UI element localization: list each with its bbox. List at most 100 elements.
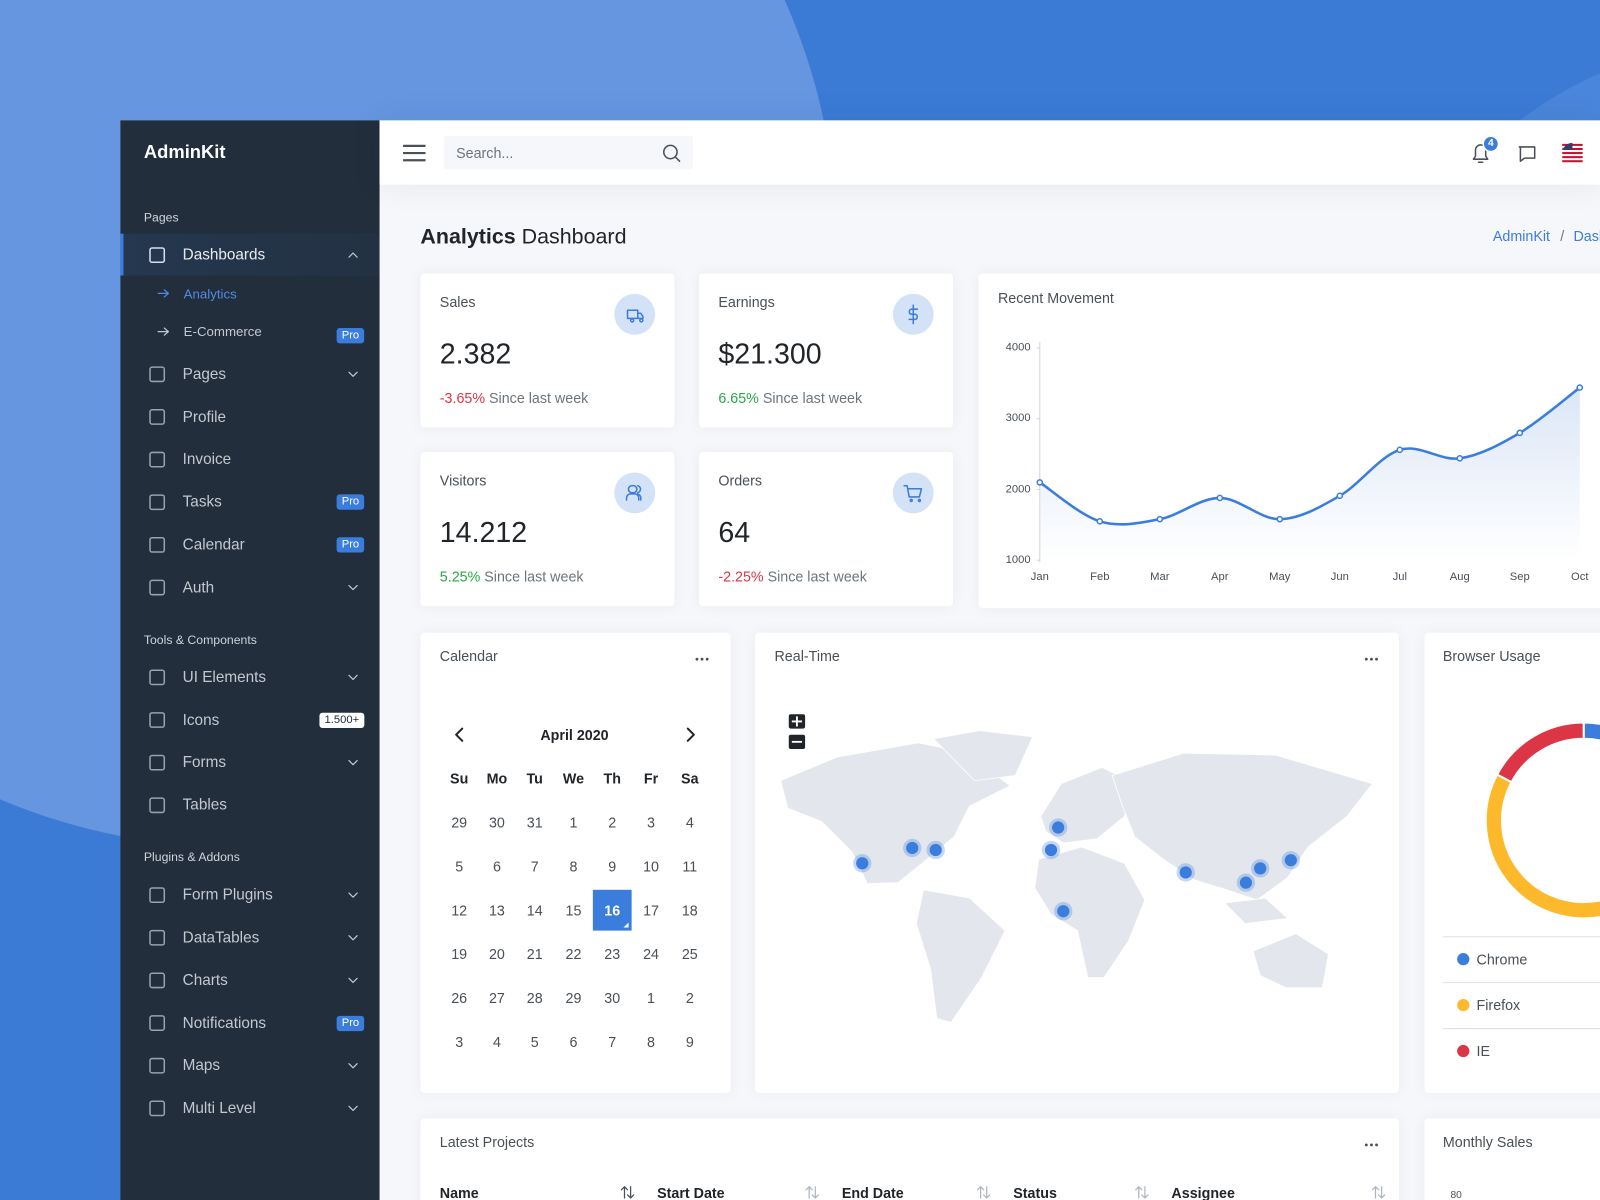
menu-toggle[interactable] (403, 144, 426, 162)
more-menu[interactable] (1364, 657, 1378, 661)
calendar-day[interactable]: 19 (451, 945, 468, 963)
menu-item[interactable]: UI Elements (182, 668, 267, 687)
map-marker[interactable] (1052, 821, 1065, 834)
point[interactable] (1576, 384, 1584, 391)
calendar-day[interactable]: 11 (682, 858, 698, 875)
calendar-day[interactable]: 17 (643, 902, 659, 919)
calendar-day[interactable]: 30 (604, 989, 621, 1007)
calendar-day[interactable]: 4 (492, 1033, 501, 1050)
point[interactable] (1456, 455, 1464, 462)
point[interactable] (1036, 479, 1044, 486)
brand[interactable]: AdminKit (143, 141, 226, 163)
column-header[interactable]: Start Date (657, 1184, 725, 1200)
calendar-day[interactable]: 6 (492, 858, 501, 875)
calendar-day[interactable]: 28 (526, 989, 543, 1007)
prev-month[interactable] (455, 727, 464, 742)
calendar-day[interactable]: 30 (488, 814, 505, 831)
breadcrumb-item[interactable]: AdminKit (1492, 227, 1551, 244)
calendar-day[interactable]: 31 (526, 814, 543, 831)
more-menu[interactable] (695, 657, 709, 661)
map-marker[interactable] (1179, 866, 1192, 879)
calendar-day[interactable]: 8 (647, 1033, 655, 1050)
submenu-item[interactable]: Analytics (183, 285, 237, 302)
chevron[interactable] (348, 252, 358, 258)
breadcrumb-item[interactable]: Dashboards (1573, 227, 1600, 244)
map-marker[interactable] (1254, 862, 1267, 875)
calendar-day[interactable]: 7 (608, 1033, 617, 1050)
calendar-day[interactable]: 26 (451, 989, 468, 1007)
point[interactable] (1276, 515, 1284, 523)
chevron[interactable] (348, 674, 358, 680)
calendar-day[interactable]: 4 (685, 814, 694, 831)
calendar-day[interactable]: 23 (604, 945, 621, 963)
calendar-day[interactable]: 8 (569, 858, 578, 875)
calendar-day[interactable]: 22 (565, 945, 582, 963)
calendar-day[interactable]: 27 (488, 989, 505, 1007)
calendar-day[interactable]: 18 (681, 902, 698, 919)
calendar-day[interactable]: 9 (608, 858, 617, 875)
map-marker[interactable] (929, 843, 942, 857)
calendar-day[interactable]: 16 (604, 902, 621, 919)
chevron[interactable] (348, 935, 358, 941)
language-flag[interactable] (1562, 142, 1583, 164)
calendar-day[interactable]: 21 (526, 945, 543, 963)
calendar-day[interactable]: 1 (647, 989, 655, 1007)
sort-icon[interactable] (1371, 1186, 1386, 1199)
calendar-day[interactable]: 29 (451, 814, 468, 831)
calendar-day[interactable]: 13 (488, 902, 505, 919)
menu-item[interactable]: Multi Level (182, 1099, 256, 1118)
sort-icon[interactable] (976, 1186, 991, 1199)
point[interactable] (1156, 515, 1164, 523)
map-marker[interactable] (1044, 843, 1058, 857)
calendar-day[interactable]: 24 (643, 945, 659, 963)
sort-icon[interactable] (805, 1186, 819, 1199)
chevron[interactable] (348, 371, 358, 377)
calendar-day[interactable]: 12 (451, 902, 468, 919)
search-icon[interactable] (663, 144, 678, 160)
menu-item[interactable]: DataTables (182, 929, 260, 947)
bell-icon[interactable] (1472, 144, 1489, 164)
next-month[interactable] (686, 727, 695, 742)
column-header[interactable]: Name (439, 1184, 479, 1200)
map-marker[interactable] (1284, 854, 1297, 867)
chevron[interactable] (348, 1063, 358, 1069)
menu-item[interactable]: Maps (182, 1057, 221, 1075)
map-marker[interactable] (856, 857, 869, 870)
map-marker[interactable] (906, 841, 919, 855)
chevron[interactable] (348, 584, 358, 591)
chevron[interactable] (348, 977, 358, 984)
point[interactable] (1096, 517, 1104, 525)
menu-item[interactable]: Icons (182, 711, 220, 729)
calendar-day[interactable]: 1 (569, 814, 578, 831)
sort-icon[interactable] (620, 1186, 635, 1199)
point[interactable] (1336, 492, 1344, 500)
menu-item[interactable]: Pages (182, 365, 227, 383)
point[interactable] (1396, 446, 1404, 454)
calendar-day[interactable]: 3 (455, 1033, 464, 1050)
chevron[interactable] (348, 892, 358, 898)
calendar-day[interactable]: 6 (569, 1033, 578, 1050)
map-marker[interactable] (1239, 876, 1253, 889)
calendar-day[interactable]: 15 (565, 902, 582, 919)
point[interactable] (1516, 429, 1524, 437)
calendar-day[interactable]: 2 (608, 814, 617, 831)
menu-item[interactable]: Calendar (182, 536, 245, 554)
calendar-day[interactable]: 5 (530, 1033, 539, 1050)
search-placeholder[interactable]: Search... (456, 144, 514, 162)
calendar-day[interactable]: 2 (685, 989, 694, 1007)
menu-item[interactable]: Auth (182, 578, 215, 597)
submenu-item[interactable]: E-Commerce (183, 323, 262, 340)
messages-icon[interactable] (1518, 146, 1536, 162)
point[interactable] (1216, 494, 1224, 502)
more-menu[interactable] (1364, 1143, 1378, 1147)
search-box[interactable] (443, 135, 693, 170)
calendar-day[interactable]: 3 (647, 814, 655, 831)
doughnut-slice[interactable] (1484, 773, 1600, 920)
chevron[interactable] (348, 1105, 358, 1112)
menu-item[interactable]: Tasks (182, 493, 222, 511)
calendar-day[interactable]: 7 (530, 858, 539, 875)
calendar-day[interactable]: 10 (643, 858, 659, 875)
doughnut-slice[interactable] (1582, 721, 1600, 911)
menu-item[interactable]: Form Plugins (182, 886, 273, 904)
column-header[interactable]: Assignee (1171, 1184, 1235, 1200)
